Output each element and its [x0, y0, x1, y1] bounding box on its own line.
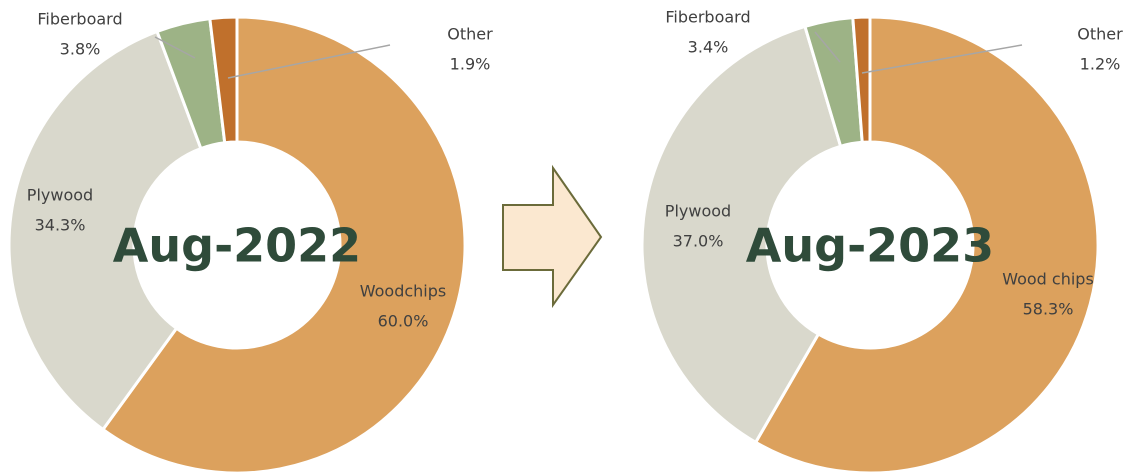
slice	[753, 15, 1100, 475]
slice	[100, 15, 467, 475]
slice-value-label: 1.2%	[1080, 55, 1121, 74]
slice-label: Other	[1077, 25, 1123, 44]
slice	[208, 15, 239, 145]
center-title: Aug-2022	[113, 219, 361, 273]
slice-label: Wood chips	[1002, 270, 1094, 289]
slice-value-label: 37.0%	[673, 232, 724, 251]
slice-value-label: 34.3%	[35, 216, 86, 235]
leader-line	[227, 44, 391, 79]
slice-label: Fiberboard	[37, 10, 122, 29]
slice	[7, 29, 203, 432]
slice	[851, 15, 872, 144]
slice-value-label: 3.8%	[60, 40, 101, 59]
slice-value-label: 58.3%	[1023, 300, 1074, 319]
arrow	[502, 164, 603, 309]
leader-line	[814, 31, 841, 63]
leader-line	[861, 44, 1023, 74]
center-title: Aug-2023	[746, 219, 994, 273]
leader-line	[154, 36, 196, 59]
slice-label: Fiberboard	[665, 8, 750, 27]
slice-label: Woodchips	[360, 282, 447, 301]
slice-label: Other	[447, 25, 493, 44]
slice	[640, 24, 843, 445]
slice-label: Plywood	[665, 202, 731, 221]
slice-value-label: 3.4%	[688, 38, 729, 57]
slice-value-label: 60.0%	[378, 312, 429, 331]
slice-label: Plywood	[27, 186, 93, 205]
slice-value-label: 1.9%	[450, 55, 491, 74]
